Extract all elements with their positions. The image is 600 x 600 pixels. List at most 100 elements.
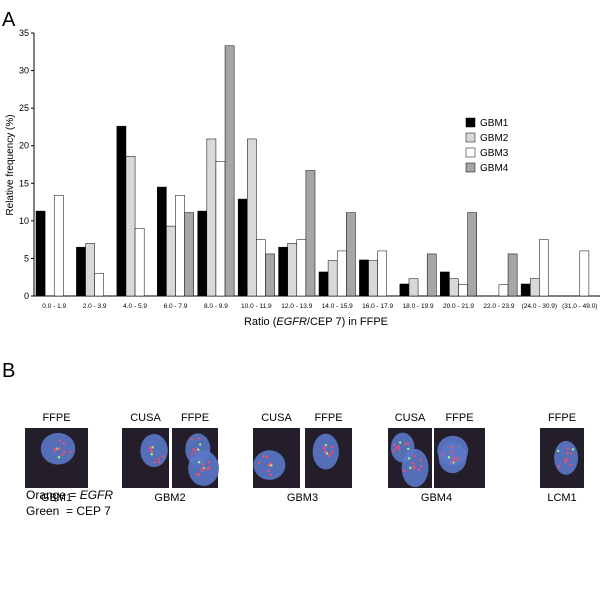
x-axis-label-part: EGFR — [276, 316, 307, 328]
signal-dot — [457, 457, 460, 461]
signal-dot — [201, 467, 204, 470]
key-line: Green = CEP 7 — [26, 504, 111, 518]
bar — [53, 195, 64, 297]
signal-dot — [441, 452, 445, 456]
legend-label: GBM4 — [480, 163, 509, 174]
x-tick-label: 16.0 - 17.9 — [362, 303, 393, 310]
signal-dot — [393, 443, 396, 447]
signal-dot — [557, 449, 560, 453]
signal-dot — [151, 446, 154, 449]
signal-dot — [412, 464, 416, 468]
y-tick-label: 15 — [19, 178, 29, 188]
bar — [579, 250, 590, 297]
signal-dot — [564, 461, 567, 464]
bar — [157, 186, 167, 297]
x-tick-label: 14.0 - 15.9 — [322, 303, 353, 310]
signal-dot — [324, 451, 327, 454]
signal-dot — [62, 442, 66, 445]
bar — [440, 271, 450, 297]
bar — [134, 228, 145, 297]
x-tick-label: (24.0 - 30.9) — [522, 303, 557, 310]
x-tick-label: 18.0 - 19.9 — [403, 303, 434, 310]
bar — [467, 212, 477, 297]
image-label: GBM4 — [421, 492, 452, 504]
image-caption: CUSA — [261, 412, 292, 424]
signal-dot — [149, 446, 152, 449]
image-caption: FFPE — [181, 412, 209, 424]
bar — [197, 210, 208, 297]
x-tick-label: (31.0 - 49.0) — [562, 303, 597, 310]
signal-dot — [331, 450, 334, 453]
signal-dot — [54, 447, 57, 451]
bar — [449, 278, 459, 297]
bar — [539, 239, 549, 297]
legend-label: GBM2 — [480, 133, 509, 144]
bar — [296, 239, 307, 297]
panel-label: A — [2, 9, 16, 31]
signal-dot — [269, 462, 272, 465]
legend-label: GBM1 — [480, 118, 509, 129]
bar — [224, 45, 235, 297]
image-label: GBM1 — [41, 492, 72, 504]
signal-dot — [207, 461, 210, 464]
bar — [215, 161, 226, 297]
signal-dot — [394, 446, 398, 449]
bar — [76, 246, 86, 297]
bar — [206, 138, 217, 297]
x-axis-label-part: Ratio ( — [244, 316, 277, 328]
bar — [247, 138, 257, 297]
signal-dot — [262, 455, 265, 458]
signal-dot — [451, 450, 454, 454]
bar — [336, 250, 347, 297]
image-label: GBM3 — [287, 492, 318, 504]
signal-dot — [455, 459, 458, 462]
image-caption: FFPE — [42, 412, 70, 424]
image-caption: FFPE — [548, 412, 576, 424]
signal-dot — [322, 447, 326, 450]
signal-dot — [413, 454, 417, 458]
x-tick-label: 20.0 - 21.9 — [443, 303, 474, 310]
legend-swatch — [465, 147, 476, 158]
signal-dot — [397, 445, 400, 448]
signal-dot — [69, 451, 72, 454]
signal-dot — [267, 463, 270, 467]
key-text: Orange = — [26, 488, 80, 502]
signal-dot — [62, 450, 66, 453]
signal-dot — [569, 463, 572, 467]
cell-nucleus — [140, 434, 168, 468]
bar — [166, 225, 176, 297]
signal-dot — [570, 452, 573, 455]
signal-dot — [158, 460, 161, 464]
bar — [359, 259, 369, 297]
signal-dot — [190, 452, 194, 456]
bar — [530, 278, 540, 297]
signal-dot — [198, 443, 202, 446]
bar — [408, 278, 419, 297]
signal-dot — [149, 448, 152, 451]
bar — [94, 273, 105, 297]
signal-dot — [564, 458, 567, 461]
signal-dot — [197, 473, 201, 476]
signal-dot — [331, 445, 334, 449]
bar — [287, 243, 298, 297]
signal-dot — [190, 438, 194, 441]
signal-dot — [452, 456, 456, 460]
image-label: LCM1 — [547, 492, 576, 504]
y-axis-label: Relative frequency (%) — [5, 114, 16, 215]
y-tick-label: 0 — [24, 291, 29, 301]
signal-dot — [566, 458, 570, 461]
signal-dot — [269, 473, 272, 476]
x-tick-label: 8.0 - 9.9 — [204, 303, 228, 310]
bar — [125, 155, 136, 297]
signal-dot — [153, 460, 156, 464]
bar — [377, 250, 387, 297]
signal-dot — [411, 461, 414, 465]
signal-dot — [450, 445, 453, 449]
x-tick-label: 4.0 - 5.9 — [123, 303, 147, 310]
x-tick-label: 6.0 - 7.9 — [164, 303, 188, 310]
bar — [35, 210, 46, 297]
signal-dot — [558, 465, 561, 468]
signal-dot — [200, 469, 204, 472]
x-axis-label: Ratio (EGFR/CEP 7) in FFPE — [244, 316, 388, 328]
legend-swatch — [465, 162, 476, 173]
